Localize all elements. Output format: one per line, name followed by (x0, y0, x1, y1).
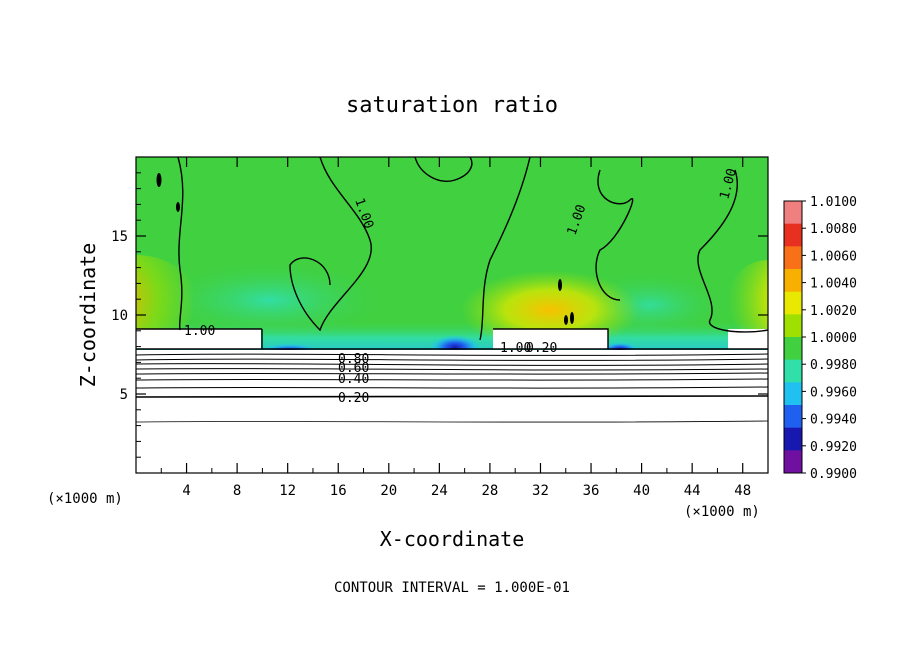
x-tick-label: 48 (734, 483, 751, 499)
x-tick-label: 36 (583, 483, 600, 499)
colorbar-segment (784, 337, 802, 361)
isolated-contours (156, 173, 574, 325)
colorbar-tick-label: 0.9920 (810, 440, 857, 455)
x-axis-label: X-coordinate (380, 527, 525, 551)
contour-label: 0.40 (338, 372, 369, 387)
colorbar-tick-label: 1.0080 (810, 222, 857, 237)
x-tick-label: 40 (633, 483, 650, 499)
colorbar-segment (784, 405, 802, 429)
heatmap-field: 1.00 1.00 1.00 1.00 1.00 0.80 0.60 0.40 … (136, 157, 768, 473)
hot-region-right (728, 260, 768, 340)
colorbar-tick-label: 1.0040 (810, 277, 857, 292)
y-axis-label: Z-coordinate (76, 243, 100, 388)
cloud-free-pocket-far-right (728, 329, 768, 349)
colorbar-segment (784, 291, 802, 315)
stable-contours (136, 353, 768, 423)
contour-label: 0.60 (338, 361, 369, 376)
y-tick-label: 15 (111, 229, 128, 245)
colorbar-tick-label: 1.0060 (810, 249, 857, 264)
colorbar-segment (784, 359, 802, 383)
x-axis: 4 8 12 16 20 24 28 32 36 40 44 48 (160, 157, 751, 499)
contour-label: 1.00 (500, 341, 531, 356)
colorbar-tick-label: 0.9940 (810, 413, 857, 428)
x-tick-label: 20 (380, 483, 397, 499)
colorbar-segment (784, 223, 802, 247)
x-tick-label: 28 (481, 483, 498, 499)
x-tick-label: 24 (431, 483, 448, 499)
colorbar-segment (784, 269, 802, 293)
colorbar-segment (784, 201, 802, 225)
x-tick-label: 32 (532, 483, 549, 499)
contour-lines (136, 157, 768, 350)
colorbar-tick-label: 1.0020 (810, 304, 857, 319)
colorbar-segment (784, 427, 802, 451)
contour-label: 0.20 (526, 341, 557, 356)
colorbar-tick-label: 0.9900 (810, 467, 857, 482)
chart-title: saturation ratio (346, 93, 558, 118)
y-unit-label: (×1000 m) (684, 504, 760, 520)
colorbar-tick-label: 1.0000 (810, 331, 857, 346)
contour-label: 0.20 (338, 391, 369, 406)
x-unit-label: (×1000 m) (47, 491, 123, 507)
contour-label: 1.00 (184, 324, 215, 339)
colorbar-segment (784, 246, 802, 270)
colorbar-tick-label: 0.9980 (810, 358, 857, 373)
y-tick-label: 5 (120, 387, 128, 403)
x-tick-label: 12 (279, 483, 296, 499)
contour-interval-note: CONTOUR INTERVAL = 1.000E-01 (334, 580, 570, 596)
x-tick-label: 4 (182, 483, 190, 499)
x-tick-label: 16 (330, 483, 347, 499)
y-axis: 5 10 15 (111, 172, 768, 458)
contour-label: 0.80 (338, 352, 369, 367)
cloud-free-pocket-left (136, 329, 261, 349)
lower-stable-layer (136, 350, 768, 473)
colorbar-tick-label: 0.9960 (810, 385, 857, 400)
colorbar-segment (784, 450, 802, 474)
colorbar: 1.0100 1.0080 1.0060 1.0040 1.0020 1.0000 0.99… (783, 195, 857, 482)
colorbar-segment (784, 314, 802, 338)
x-tick-label: 44 (684, 483, 701, 499)
cloud-free-pocket-right (493, 329, 608, 349)
colorbar-segment (784, 382, 802, 406)
x-tick-label: 8 (233, 483, 241, 499)
colorbar-tick-label: 1.0100 (810, 195, 857, 210)
y-tick-label: 10 (111, 308, 128, 324)
